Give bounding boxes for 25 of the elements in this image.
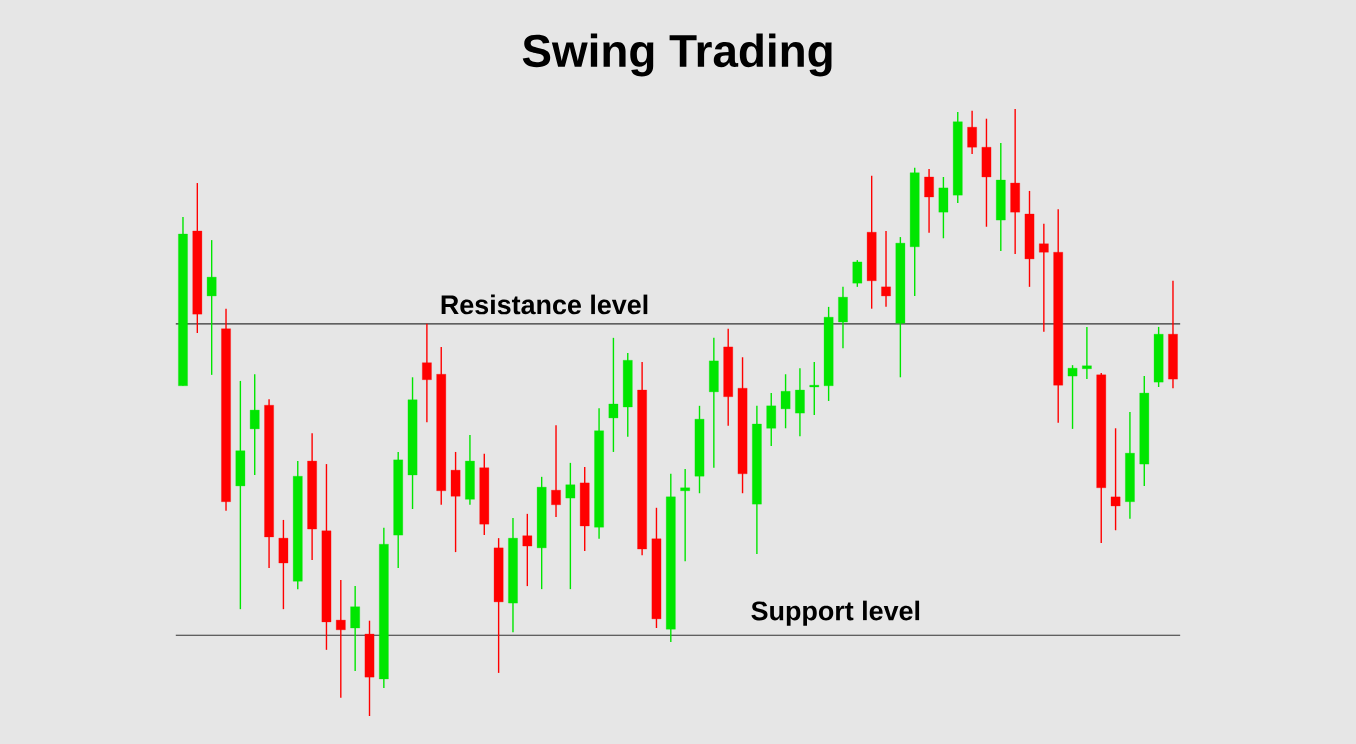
candlestick bbox=[522, 513, 533, 587]
candlestick bbox=[780, 373, 791, 429]
candlestick bbox=[1067, 364, 1078, 430]
chart-title: Swing Trading bbox=[522, 33, 832, 77]
candlestick bbox=[422, 323, 432, 423]
candlestick bbox=[551, 424, 561, 518]
candlestick bbox=[1110, 427, 1121, 531]
candlestick bbox=[1082, 326, 1092, 380]
candlestick bbox=[967, 110, 977, 155]
candlestick bbox=[350, 585, 360, 672]
candlestick bbox=[608, 337, 619, 453]
candlestick bbox=[565, 462, 576, 590]
ref-line-label: Support level bbox=[751, 600, 920, 626]
candlestick bbox=[249, 373, 260, 476]
candlestick bbox=[336, 579, 346, 699]
ref-line-label: Resistance level bbox=[441, 294, 648, 315]
candlestick bbox=[766, 392, 776, 447]
candlestick bbox=[924, 168, 934, 234]
candlestick bbox=[809, 361, 820, 416]
candlestick bbox=[852, 259, 863, 288]
candlestick bbox=[1039, 223, 1049, 333]
candlestick bbox=[206, 239, 217, 376]
candlestick bbox=[680, 468, 690, 562]
candlestick bbox=[795, 367, 805, 437]
candlestick bbox=[881, 230, 891, 308]
